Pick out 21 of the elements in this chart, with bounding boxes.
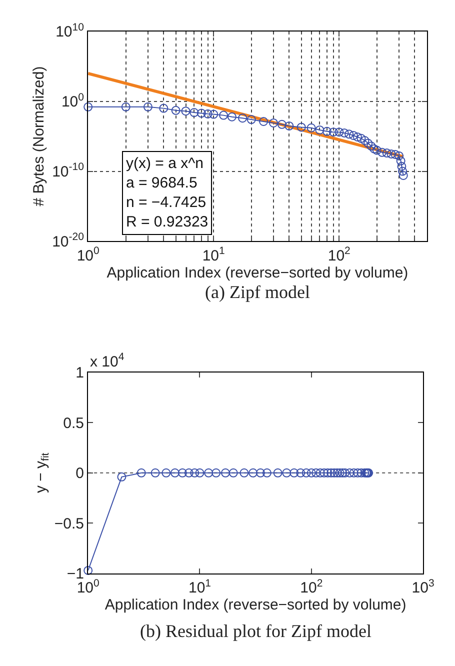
y-tick-label: −1 — [66, 566, 84, 583]
x-axis-title: Application Index (reverse−sorted by volume) — [106, 264, 408, 282]
y-tick-label: 10$^{0}$ — [61, 91, 84, 111]
y-tick-label: 0 — [76, 465, 84, 482]
x-tick-label: 10$^{3}$ — [412, 577, 434, 597]
x-tick-label: 10$^{2}$ — [328, 245, 351, 264]
y-tick-label: 10$^{-10}$ — [52, 161, 84, 181]
y-tick-label: −0.5 — [54, 515, 84, 532]
y-tick-label: 10$^{10}$ — [56, 21, 84, 41]
text: x 10$^{4}$ — [90, 351, 124, 370]
annotation: y(x) = a x^n a = 9684.5 n = −4.7425 R = 0.92323 — [126, 155, 208, 230]
text: (a) Zipf model — [205, 282, 310, 302]
x-axis-title: Application Index (reverse−sorted by volume) — [104, 596, 406, 614]
x-tick-label: 10$^{2}$ — [300, 577, 323, 597]
text: (b) Residual plot for Zipf model — [140, 621, 372, 641]
y-tick-label: 1 — [76, 364, 84, 382]
x-tick-label: 10$^{1}$ — [188, 577, 212, 597]
y-axis-title: # Bytes (Normalized) — [30, 66, 48, 206]
y-tick-label: 0.5 — [63, 414, 84, 432]
y-tick-label: 10$^{-20}$ — [52, 231, 84, 250]
x-tick-label: 10$^{1}$ — [202, 245, 226, 264]
